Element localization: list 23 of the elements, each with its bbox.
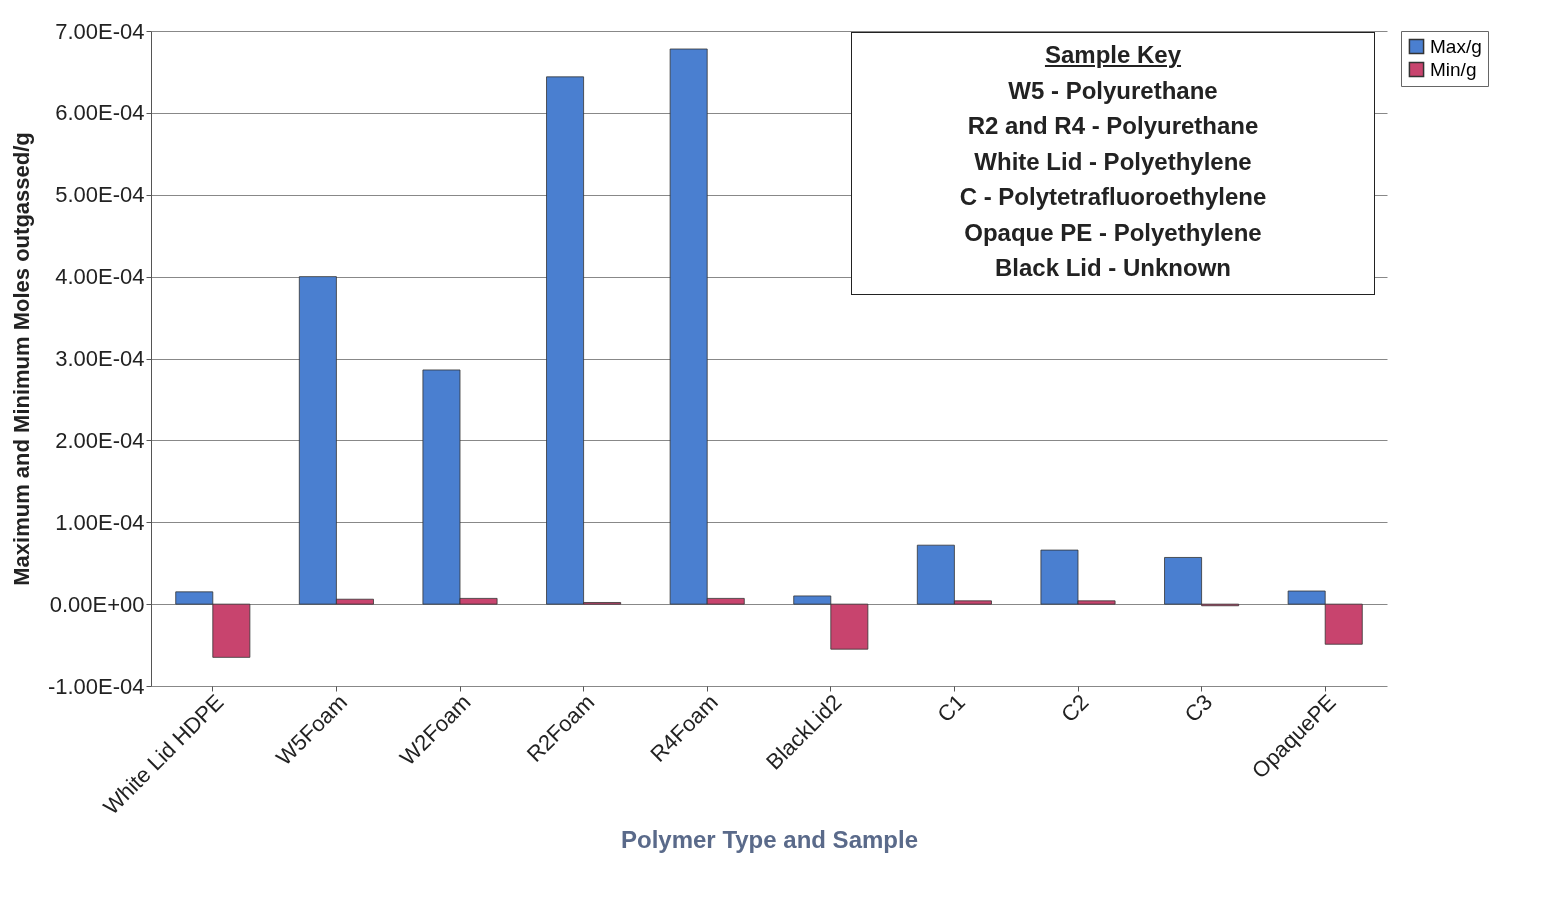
annotation: C - Polytetrafluoroethylene [958,182,1268,212]
y-tick-label: 5.00E-04 [55,182,145,208]
annotation: Sample Key [1043,40,1183,70]
annotation: White Lid - Polyethylene [973,146,1253,177]
y-tick-label: 1.00E-04 [55,509,145,535]
annotation: W5 - Polyurethane [1007,75,1219,106]
x-tick-label: C2 [1055,689,1094,727]
y-tick-label: 3.00E-04 [55,346,145,371]
y-tick-label: 2.00E-04 [55,427,145,453]
legend-label: Max/g [1430,35,1482,57]
x-axis-title: Polymer Type and Sample [621,825,918,853]
x-tick-label: C3 [1179,689,1218,727]
legend-label: Min/g [1430,58,1477,80]
annotation: R2 and R4 - Polyurethane [966,111,1260,141]
y-tick-label: 6.00E-04 [55,100,145,126]
x-tick-label: C1 [932,689,970,727]
annotation: Opaque PE - Polyethylene [963,217,1263,248]
annotation: Black Lid - Unknown [994,253,1232,283]
y-tick-label: -1.00E-04 [47,673,145,699]
y-axis-title: Maximum and Minimum Moles outgassed/g [8,132,34,586]
y-tick-label: 0.00E+00 [49,591,145,617]
y-tick-label: 7.00E-04 [55,18,145,44]
y-tick-label: 4.00E-04 [55,264,145,290]
